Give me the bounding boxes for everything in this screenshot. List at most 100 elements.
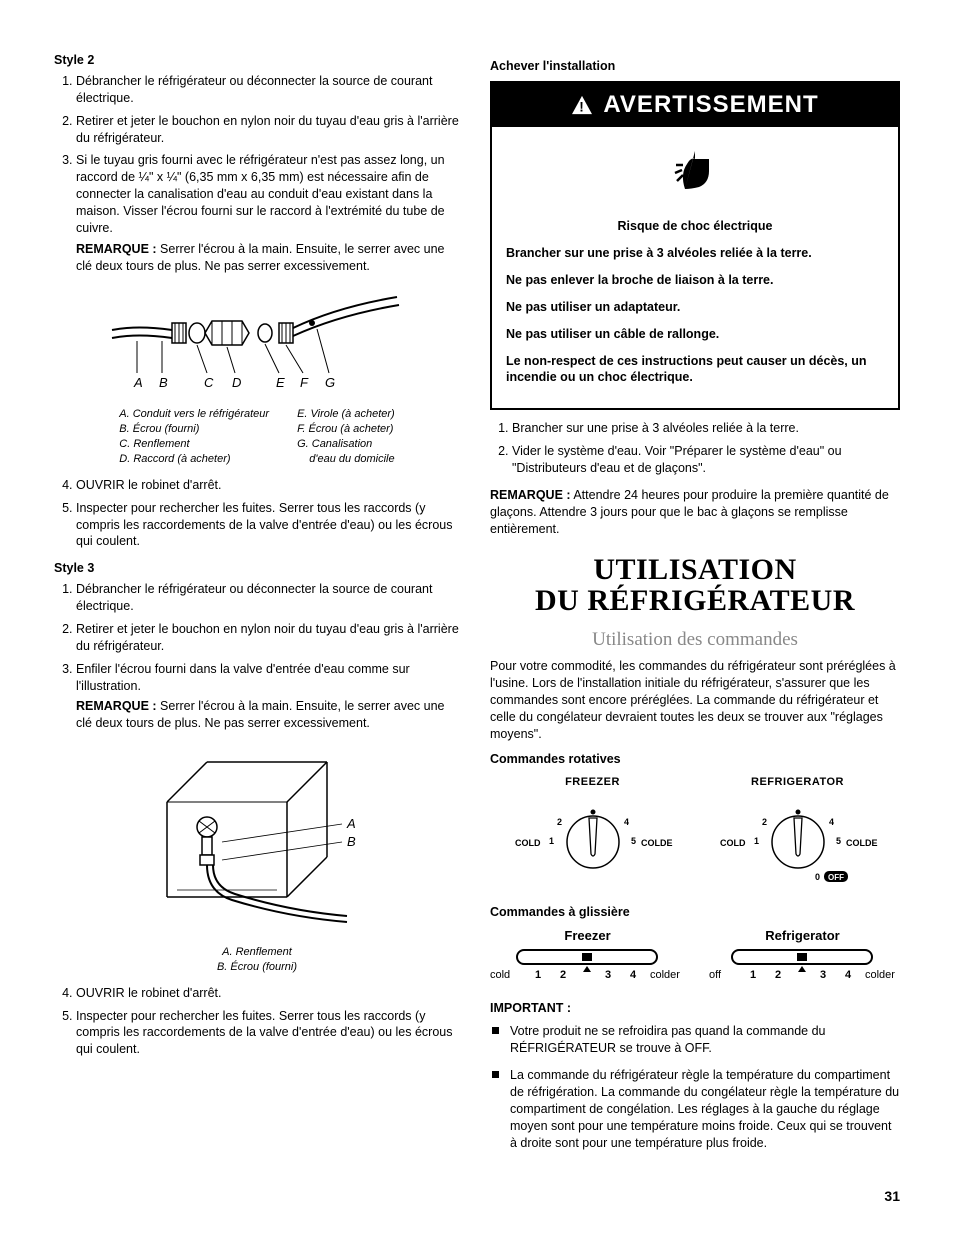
svg-text:4: 4 (845, 969, 852, 981)
slider-heading: Commandes à glissière (490, 904, 900, 921)
list-item: Inspecter pour rechercher les fuites. Se… (76, 500, 460, 551)
refrigerator-slider: Refrigerator off 1 2 3 4 colder (705, 927, 900, 988)
remarque-label: REMARQUE : (76, 242, 157, 256)
svg-text:!: ! (580, 99, 585, 114)
two-column-layout: Style 2 Débrancher le réfrigérateur ou d… (54, 52, 900, 1161)
list-item: La commande du réfrigérateur règle la te… (490, 1067, 900, 1151)
list-item: OUVRIR le robinet d'arrêt. (76, 985, 460, 1002)
svg-text:2: 2 (762, 817, 767, 827)
list-item: Retirer et jeter le bouchon en nylon noi… (76, 113, 460, 147)
legend-item: A. Conduit vers le réfrigérateur (119, 407, 269, 422)
svg-text:5: 5 (836, 836, 841, 846)
style3-list: Débrancher le réfrigérateur ou déconnect… (54, 581, 460, 732)
svg-text:B: B (347, 834, 356, 849)
svg-text:colder: colder (865, 969, 895, 981)
legend-item: F. Écrou (à acheter) (297, 422, 395, 437)
slider-title: Refrigerator (705, 927, 900, 945)
svg-text:2: 2 (560, 969, 566, 981)
freezer-dial: FREEZER 2 4 1 5 COLD COLDER (513, 775, 673, 894)
left-column: Style 2 Débrancher le réfrigérateur ou d… (54, 52, 460, 1161)
svg-text:G: G (325, 375, 335, 390)
warning-line: Ne pas enlever la broche de liaison à la… (506, 272, 884, 289)
svg-text:COLD: COLD (515, 838, 541, 848)
warning-line: Le non-respect de ces instructions peut … (506, 353, 884, 387)
svg-text:COLDER: COLDER (846, 838, 878, 848)
svg-text:COLDER: COLDER (641, 838, 673, 848)
figure-legend-3: A. Renflement B. Écrou (fourni) (54, 945, 460, 975)
remarque-label: REMARQUE : (76, 699, 157, 713)
rotary-heading: Commandes rotatives (490, 751, 900, 768)
warning-subtitle: Risque de choc électrique (506, 218, 884, 235)
right-column: Achever l'installation ! AVERTISSEMENT R… (490, 52, 900, 1161)
legend-item: D. Raccord (à acheter) (119, 452, 269, 467)
list-item: Retirer et jeter le bouchon en nylon noi… (76, 621, 460, 655)
svg-text:B: B (159, 375, 168, 390)
warning-line: Brancher sur une prise à 3 alvéoles reli… (506, 245, 884, 262)
warning-body: Risque de choc électrique Brancher sur u… (492, 212, 898, 408)
install-heading: Achever l'installation (490, 58, 900, 75)
important-heading: IMPORTANT : (490, 1000, 900, 1017)
list-item: Inspecter pour rechercher les fuites. Se… (76, 1008, 460, 1059)
svg-text:1: 1 (549, 836, 554, 846)
list-item: Vider le système d'eau. Voir "Préparer l… (512, 443, 900, 477)
svg-text:3: 3 (820, 969, 826, 981)
svg-text:D: D (232, 375, 241, 390)
remarque: REMARQUE : Serrer l'écrou à la main. Ens… (76, 241, 460, 275)
svg-text:cold: cold (490, 969, 510, 981)
svg-text:3: 3 (605, 969, 611, 981)
svg-text:off: off (709, 969, 722, 981)
dial-title: FREEZER (513, 775, 673, 790)
remarque: REMARQUE : Serrer l'écrou à la main. Ens… (76, 698, 460, 732)
page-number: 31 (54, 1187, 900, 1206)
figure-style3: A B (54, 742, 460, 937)
warning-line: Ne pas utiliser un câble de rallonge. (506, 326, 884, 343)
slider-row: Freezer cold 1 2 3 4 colder Refrigerator (490, 927, 900, 988)
list-item: Votre produit ne se refroidira pas quand… (490, 1023, 900, 1057)
list-item: Si le tuyau gris fourni avec le réfrigér… (76, 152, 460, 274)
svg-text:1: 1 (750, 969, 756, 981)
list-item: Enfiler l'écrou fourni dans la valve d'e… (76, 661, 460, 733)
warning-title-bar: ! AVERTISSEMENT (492, 83, 898, 127)
svg-text:A: A (346, 816, 356, 831)
remarque-label: REMARQUE : (490, 488, 571, 502)
svg-text:5: 5 (631, 836, 636, 846)
svg-text:4: 4 (829, 817, 834, 827)
warning-triangle-icon: ! (571, 95, 593, 115)
svg-text:COLD: COLD (720, 838, 746, 848)
warning-title-text: AVERTISSEMENT (603, 89, 818, 121)
install-steps: Brancher sur une prise à 3 alvéoles reli… (490, 420, 900, 477)
section-title: UTILISATION DU RÉFRIGÉRATEUR (490, 554, 900, 617)
svg-text:OFF: OFF (828, 873, 844, 882)
list-item: OUVRIR le robinet d'arrêt. (76, 477, 460, 494)
slider-title: Freezer (490, 927, 685, 945)
list-text: Si le tuyau gris fourni avec le réfrigér… (76, 153, 445, 235)
svg-text:C: C (204, 375, 214, 390)
legend-item: G. Canalisation (297, 437, 395, 452)
figure-legend: A. Conduit vers le réfrigérateur B. Écro… (54, 407, 460, 466)
freezer-slider: Freezer cold 1 2 3 4 colder (490, 927, 685, 988)
list-text: Enfiler l'écrou fourni dans la valve d'e… (76, 662, 410, 693)
svg-text:2: 2 (557, 817, 562, 827)
svg-text:E: E (276, 375, 285, 390)
list-item: Débrancher le réfrigérateur ou déconnect… (76, 581, 460, 615)
style2-list: Débrancher le réfrigérateur ou déconnect… (54, 73, 460, 275)
style2-heading: Style 2 (54, 52, 460, 69)
dial-title: REFRIGERATOR (718, 775, 878, 790)
legend-item: B. Écrou (fourni) (54, 960, 460, 975)
svg-text:4: 4 (624, 817, 629, 827)
important-list: Votre produit ne se refroidira pas quand… (490, 1023, 900, 1151)
remarque: REMARQUE : Attendre 24 heures pour produ… (490, 487, 900, 538)
section-title-l1: UTILISATION (593, 553, 796, 586)
svg-text:colder: colder (650, 969, 680, 981)
legend-item: d'eau du domicile (297, 452, 395, 467)
subsection-title: Utilisation des commandes (490, 627, 900, 653)
warning-box: ! AVERTISSEMENT Risque de choc électriqu… (490, 81, 900, 410)
style3-list-cont: OUVRIR le robinet d'arrêt. Inspecter pou… (54, 985, 460, 1059)
legend-item: A. Renflement (54, 945, 460, 960)
dial-row: FREEZER 2 4 1 5 COLD COLDER REFRIGERATOR (490, 775, 900, 894)
svg-text:2: 2 (775, 969, 781, 981)
svg-text:4: 4 (630, 969, 637, 981)
svg-text:1: 1 (535, 969, 541, 981)
style2-list-cont: OUVRIR le robinet d'arrêt. Inspecter pou… (54, 477, 460, 551)
svg-text:1: 1 (754, 836, 759, 846)
